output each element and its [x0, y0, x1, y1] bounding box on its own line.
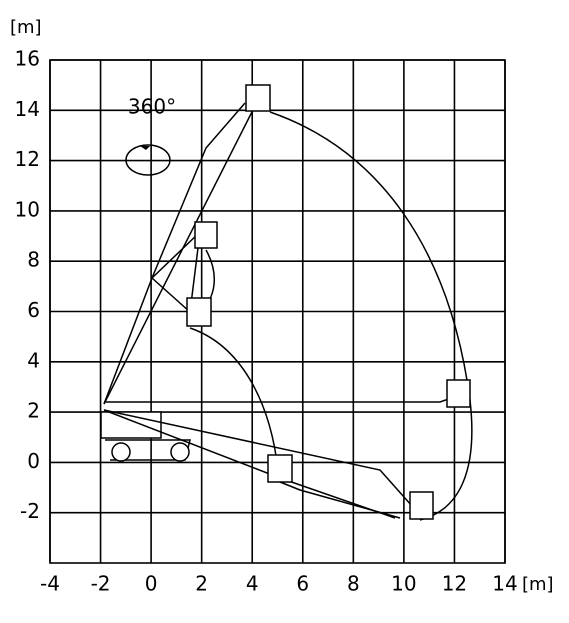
y-tick-label: 0: [27, 449, 40, 473]
x-tick-label: -4: [40, 572, 60, 596]
y-tick-label: 4: [27, 348, 40, 372]
y-tick-label: 10: [15, 197, 40, 221]
x-tick-label: 6: [296, 572, 309, 596]
y-tick-label: 14: [15, 97, 40, 121]
y-unit: [m]: [10, 17, 42, 38]
x-tick-label: -2: [91, 572, 111, 596]
annotation: 360°: [128, 95, 176, 119]
y-tick-label: 12: [15, 147, 40, 171]
machine-drawing: [100, 84, 473, 521]
x-tick-label: 4: [246, 572, 259, 596]
x-tick-label: 8: [347, 572, 360, 596]
x-tick-label: 14: [492, 572, 517, 596]
x-tick-label: 12: [442, 572, 467, 596]
y-tick-label: 8: [27, 248, 40, 272]
y-tick-label: 2: [27, 399, 40, 423]
y-tick-label: 6: [27, 298, 40, 322]
y-tick-label: 16: [15, 47, 40, 71]
y-tick-label: -2: [20, 499, 40, 523]
x-unit: [m]: [522, 574, 554, 595]
x-tick-label: 2: [195, 572, 208, 596]
x-tick-label: 10: [391, 572, 416, 596]
x-tick-label: 0: [145, 572, 158, 596]
